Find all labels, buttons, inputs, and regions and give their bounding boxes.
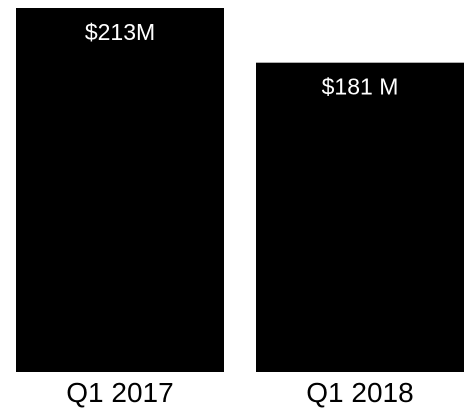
- bar-q1-2017: [16, 8, 224, 372]
- bar-value-label-q1-2017: $213M: [85, 19, 155, 45]
- value-labels-group: $213M $181 M: [85, 19, 399, 100]
- bar-q1-2018: [256, 62, 464, 372]
- bars-group: [16, 8, 464, 372]
- category-labels-group: Q1 2017 Q1 2018: [66, 377, 413, 408]
- bar-value-label-q1-2018: $181 M: [322, 74, 399, 100]
- category-label-q1-2018: Q1 2018: [306, 377, 413, 408]
- category-label-q1-2017: Q1 2017: [66, 377, 173, 408]
